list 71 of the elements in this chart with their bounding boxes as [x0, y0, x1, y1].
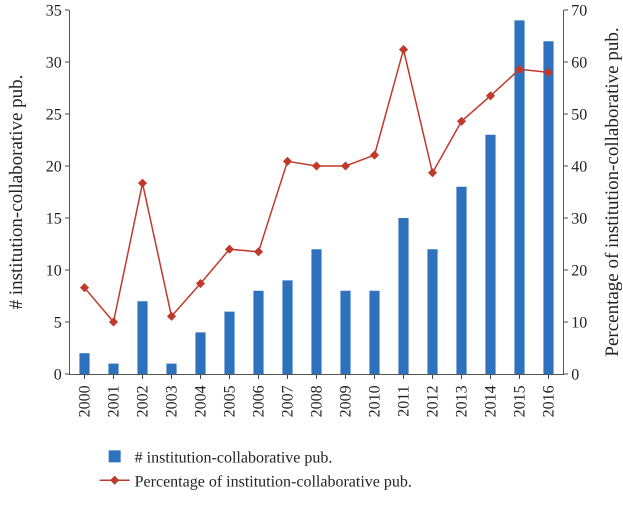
y-tick-label: 25 [46, 106, 62, 124]
y2-axis-title: Percentage of institution-collaborative pub. [602, 27, 623, 357]
x-tick-label: 2012 [424, 385, 442, 418]
y2-tick-label: 20 [571, 262, 588, 280]
legend-label: # institution-collaborative pub. [134, 450, 332, 467]
bar [369, 290, 380, 374]
y2-tick-label: 50 [571, 106, 588, 124]
bar [427, 249, 438, 374]
y-axis-title: # institution-collaborative pub. [6, 74, 27, 310]
x-tick-label: 2001 [106, 385, 123, 418]
x-tick-label: 2013 [454, 385, 471, 418]
y-tick-label: 35 [46, 2, 62, 20]
x-tick-label: 2000 [76, 385, 94, 418]
y2-tick-label: 0 [571, 366, 580, 384]
bar [514, 20, 525, 374]
point [80, 283, 90, 292]
y2-tick-label: 30 [571, 210, 588, 228]
bar [224, 312, 235, 374]
point [312, 161, 322, 171]
point [108, 317, 118, 327]
x-tick-label: 2014 [482, 385, 500, 418]
point [428, 168, 438, 178]
bar [195, 332, 206, 374]
x-tick-label: 2011 [396, 385, 413, 417]
x-tick-label: 2005 [222, 385, 239, 418]
y-tick-label: 0 [54, 366, 62, 384]
x-tick-label: 2002 [134, 385, 152, 418]
x-tick-label: 2004 [192, 385, 210, 418]
point [544, 68, 554, 77]
x-tick-label: 2007 [280, 385, 297, 418]
point [138, 178, 148, 188]
y-tick-label: 15 [46, 210, 62, 228]
point [514, 64, 524, 74]
legend-label: Percentage of institution-collaborative pub. [134, 473, 412, 490]
x-tick-label: 2015 [512, 385, 529, 418]
y2-tick-label: 60 [571, 54, 588, 72]
x-tick-label: 2006 [250, 385, 268, 418]
y2-tick-label: 10 [571, 314, 588, 332]
bar [253, 290, 264, 374]
point [224, 244, 234, 254]
bar [137, 301, 148, 374]
bar [398, 218, 409, 374]
point [282, 156, 292, 166]
x-tick-label: 2010 [366, 385, 384, 418]
x-tick-label: 2009 [338, 385, 355, 418]
bar [108, 364, 119, 374]
y2-tick-label: 40 [571, 158, 588, 176]
bar [79, 353, 90, 374]
point [166, 312, 176, 321]
y2-tick-label: 70 [571, 2, 588, 20]
bar [340, 290, 351, 374]
x-tick-label: 2008 [308, 385, 326, 418]
point [196, 278, 206, 288]
point [254, 247, 264, 256]
point [340, 161, 350, 171]
y-tick-label: 5 [54, 314, 62, 332]
y-tick-label: 30 [46, 54, 62, 72]
point [398, 44, 408, 54]
point [370, 150, 380, 160]
bar [543, 41, 554, 374]
point [486, 91, 496, 100]
bar [485, 134, 496, 374]
bar [311, 249, 322, 374]
x-tick-label: 2016 [540, 385, 558, 418]
point [456, 116, 466, 126]
bar [166, 364, 177, 374]
y-tick-label: 10 [46, 262, 62, 280]
bar [282, 280, 293, 374]
bar [456, 186, 467, 374]
x-tick-label: 2003 [164, 385, 181, 418]
y-tick-label: 20 [46, 158, 62, 176]
